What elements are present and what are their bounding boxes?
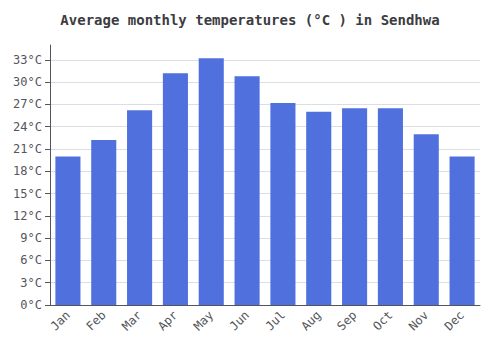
svg-text:Sep: Sep — [334, 308, 359, 333]
svg-text:9°C: 9°C — [20, 231, 42, 245]
svg-text:27°C: 27°C — [13, 97, 42, 111]
svg-text:33°C: 33°C — [13, 53, 42, 67]
svg-text:Jun: Jun — [227, 308, 252, 333]
svg-text:15°C: 15°C — [13, 187, 42, 201]
svg-text:0°C: 0°C — [20, 298, 42, 312]
svg-text:Jan: Jan — [48, 308, 73, 333]
svg-text:Nov: Nov — [406, 308, 431, 333]
svg-text:Oct: Oct — [370, 308, 395, 333]
svg-text:30°C: 30°C — [13, 75, 42, 89]
svg-text:6°C: 6°C — [20, 253, 42, 267]
svg-text:21°C: 21°C — [13, 142, 42, 156]
svg-text:12°C: 12°C — [13, 209, 42, 223]
svg-text:May: May — [191, 308, 216, 333]
svg-text:Jul: Jul — [263, 308, 288, 333]
svg-text:Average monthly temperatures (: Average monthly temperatures (°C ) in Se… — [60, 12, 439, 28]
svg-text:Dec: Dec — [442, 308, 467, 333]
svg-text:18°C: 18°C — [13, 164, 42, 178]
svg-text:Mar: Mar — [119, 308, 144, 333]
svg-text:Feb: Feb — [83, 308, 108, 333]
svg-text:Aug: Aug — [298, 308, 323, 333]
svg-text:24°C: 24°C — [13, 120, 42, 134]
svg-text:3°C: 3°C — [20, 276, 42, 290]
svg-text:Apr: Apr — [155, 308, 180, 333]
